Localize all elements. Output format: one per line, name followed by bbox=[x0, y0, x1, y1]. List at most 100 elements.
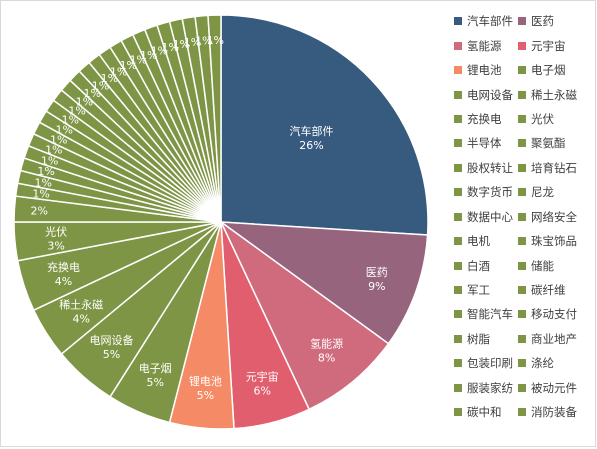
legend-label-10: 半导体 bbox=[467, 136, 502, 151]
legend-item-15[interactable]: 尼龙 bbox=[518, 180, 588, 204]
data-label-28: 1% bbox=[151, 45, 168, 58]
data-label-14: 1% bbox=[41, 154, 58, 167]
data-label-value-7: 4% bbox=[72, 313, 89, 326]
data-label-name-1: 医药 bbox=[366, 266, 388, 279]
legend-label-18: 电机 bbox=[467, 234, 490, 249]
legend-item-2[interactable]: 氢能源 bbox=[454, 33, 513, 57]
legend-swatch-22 bbox=[454, 286, 462, 295]
legend-item-12[interactable]: 股权转让 bbox=[454, 156, 513, 180]
legend-label-4: 锂电池 bbox=[467, 63, 502, 78]
legend-item-11[interactable]: 聚氨酯 bbox=[518, 131, 588, 155]
legend-item-24[interactable]: 智能汽车 bbox=[454, 302, 513, 326]
legend-item-14[interactable]: 数字货币 bbox=[454, 180, 513, 204]
legend-item-27[interactable]: 商业地产 bbox=[518, 327, 588, 351]
legend-label-6: 电网设备 bbox=[467, 87, 513, 102]
data-label-19: 1% bbox=[68, 104, 85, 117]
legend-item-4[interactable]: 锂电池 bbox=[454, 58, 513, 82]
legend-item-0[interactable]: 汽车部件 bbox=[454, 9, 513, 33]
legend-item-10[interactable]: 半导体 bbox=[454, 131, 513, 155]
legend-label-7: 稀土永磁 bbox=[531, 87, 577, 102]
data-label-8: 充换电 4% bbox=[47, 260, 80, 288]
data-label-23: 1% bbox=[101, 72, 118, 85]
legend-swatch-24 bbox=[454, 310, 462, 319]
legend-item-20[interactable]: 白酒 bbox=[454, 253, 513, 277]
legend-label-13: 培育钻石 bbox=[531, 160, 577, 175]
legend-swatch-18 bbox=[454, 237, 462, 246]
legend-item-1[interactable]: 医药 bbox=[518, 9, 588, 33]
legend-label-28: 包装印刷 bbox=[467, 356, 513, 371]
legend-swatch-13 bbox=[518, 163, 526, 172]
data-label-2: 氢能源 8% bbox=[310, 337, 343, 365]
legend-label-12: 股权转让 bbox=[467, 160, 513, 175]
legend-label-9: 光伏 bbox=[531, 111, 554, 126]
legend-item-25[interactable]: 移动支付 bbox=[518, 302, 588, 326]
data-label-18: 1% bbox=[62, 114, 79, 127]
legend-label-30: 服装家纺 bbox=[467, 380, 513, 395]
data-label-value-2: 8% bbox=[318, 352, 335, 365]
legend-item-13[interactable]: 培育钻石 bbox=[518, 156, 588, 180]
legend-label-19: 珠宝饰品 bbox=[531, 234, 577, 249]
legend-item-30[interactable]: 服装家纺 bbox=[454, 376, 513, 400]
legend-swatch-21 bbox=[518, 261, 526, 270]
data-label-name-9: 光伏 bbox=[45, 225, 67, 239]
legend-label-1: 医药 bbox=[531, 14, 554, 29]
legend-item-6[interactable]: 电网设备 bbox=[454, 82, 513, 106]
data-label-6: 电网设备 5% bbox=[90, 333, 134, 361]
legend-swatch-8 bbox=[454, 114, 462, 123]
legend-label-3: 元宇宙 bbox=[531, 38, 566, 53]
pie-data-labels: 汽车部件 26%医药 9%氢能源 8%元宇宙 6%锂电池 5%电子烟 5%电网设备 5%稀土永… bbox=[30, 34, 387, 402]
legend-swatch-1 bbox=[518, 17, 526, 26]
legend-item-21[interactable]: 储能 bbox=[518, 253, 588, 277]
legend-swatch-3 bbox=[518, 41, 526, 50]
legend-item-9[interactable]: 光伏 bbox=[518, 107, 588, 131]
legend-item-16[interactable]: 数据中心 bbox=[454, 205, 513, 229]
legend-item-31[interactable]: 被动元件 bbox=[518, 376, 588, 400]
legend-item-28[interactable]: 包装印刷 bbox=[454, 351, 513, 375]
legend-item-19[interactable]: 珠宝饰品 bbox=[518, 229, 588, 253]
legend-swatch-7 bbox=[518, 90, 526, 99]
legend-label-25: 移动支付 bbox=[531, 307, 577, 322]
legend-swatch-12 bbox=[454, 163, 462, 172]
legend-item-33[interactable]: 消防装备 bbox=[518, 400, 588, 424]
legend-swatch-23 bbox=[518, 286, 526, 295]
pie-slice-33 bbox=[207, 14, 222, 223]
legend-item-26[interactable]: 树脂 bbox=[454, 327, 513, 351]
legend-item-3[interactable]: 元宇宙 bbox=[518, 33, 588, 57]
legend-item-17[interactable]: 网络安全 bbox=[518, 205, 588, 229]
legend-item-22[interactable]: 军工 bbox=[454, 278, 513, 302]
legend-label-26: 树脂 bbox=[467, 331, 490, 346]
data-label-21: 1% bbox=[83, 87, 100, 100]
pie-slice-2 bbox=[220, 221, 390, 411]
data-label-1: 医药 9% bbox=[366, 266, 388, 293]
data-label-12: 1% bbox=[34, 176, 51, 189]
data-label-value-0: 26% bbox=[299, 139, 323, 152]
legend-swatch-19 bbox=[518, 237, 526, 246]
legend-item-8[interactable]: 充换电 bbox=[454, 107, 513, 131]
legend-swatch-6 bbox=[454, 90, 462, 99]
legend-item-23[interactable]: 碳纤维 bbox=[518, 278, 588, 302]
data-label-24: 1% bbox=[110, 65, 127, 78]
data-label-name-8: 充换电 bbox=[47, 260, 80, 274]
pie-slice-0 bbox=[220, 14, 429, 236]
legend-item-29[interactable]: 涤纶 bbox=[518, 351, 588, 375]
legend-label-27: 商业地产 bbox=[531, 331, 577, 346]
legend-swatch-5 bbox=[518, 66, 526, 75]
legend-item-5[interactable]: 电子烟 bbox=[518, 58, 588, 82]
data-label-29: 1% bbox=[161, 41, 178, 54]
data-label-name-4: 锂电池 bbox=[189, 374, 222, 388]
legend-swatch-29 bbox=[518, 359, 526, 368]
data-label-value-8: 4% bbox=[55, 275, 72, 288]
data-label-7: 稀土永磁 4% bbox=[59, 298, 103, 326]
data-label-value-9: 3% bbox=[47, 240, 64, 253]
legend-item-18[interactable]: 电机 bbox=[454, 229, 513, 253]
legend-label-21: 储能 bbox=[531, 258, 554, 273]
data-label-9: 光伏 3% bbox=[45, 225, 67, 253]
legend-label-22: 军工 bbox=[467, 283, 490, 298]
data-label-value-3: 6% bbox=[253, 384, 270, 397]
data-label-22: 1% bbox=[92, 79, 109, 92]
data-label-5: 电子烟 5% bbox=[139, 361, 172, 389]
legend-item-7[interactable]: 稀土永磁 bbox=[518, 82, 588, 106]
legend-swatch-20 bbox=[454, 261, 462, 270]
legend-label-14: 数字货币 bbox=[467, 185, 513, 200]
legend-item-32[interactable]: 碳中和 bbox=[454, 400, 513, 424]
